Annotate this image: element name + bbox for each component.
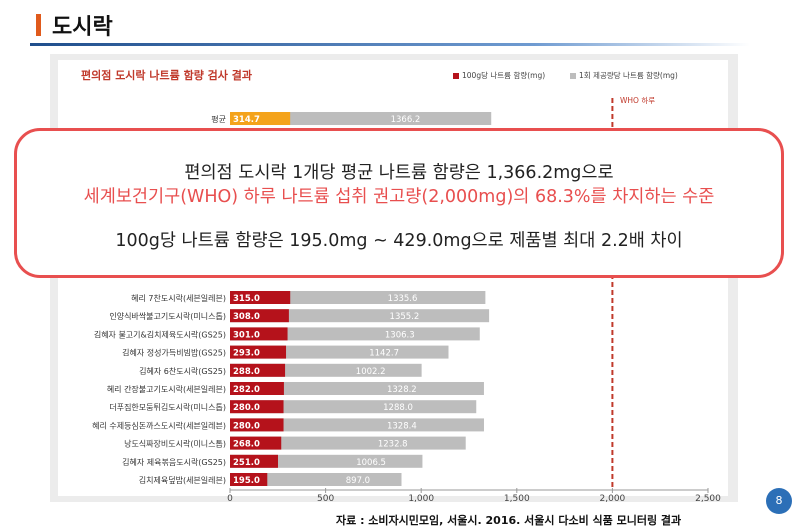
row-1-per-serving-value: 1355.2 (390, 312, 420, 322)
row-3-per100g-value: 293.0 (233, 349, 260, 359)
row-9-per-serving-value: 1006.5 (356, 458, 386, 468)
row-8-per100g-bar (230, 436, 282, 450)
row-8-label: 낭도식짜장비도시락(미니스톱) (124, 439, 226, 449)
row-7-per100g-bar (230, 418, 284, 432)
row-6-per100g-value: 280.0 (233, 403, 260, 413)
row-8-per100g-value: 268.0 (233, 440, 260, 450)
row-9-per100g-value: 251.0 (233, 458, 260, 468)
row-2-label: 김혜자 불고기&김치제육도시락(GS25) (94, 329, 226, 339)
row-10-per100g-bar (230, 473, 268, 486)
x-tick-label-1: 500 (317, 494, 334, 504)
row-4-per-serving-value: 1002.2 (356, 367, 386, 377)
row-0-per-serving-bar (230, 291, 486, 304)
row-2-per-serving-bar (230, 327, 480, 341)
x-tick-label-2: 1,000 (408, 494, 434, 504)
row-2-per100g-bar (230, 327, 288, 341)
x-tick-label-4: 2,000 (600, 494, 626, 504)
callout-line-who: 세계보건기구(WHO) 하루 나트륨 섭취 권고량(2,000mg)의 68.3… (83, 187, 715, 207)
row-2-per-serving-value: 1306.3 (385, 330, 415, 340)
row-6-per-serving-bar (230, 400, 477, 414)
row-0-label: 혜리 7찬도시락(세븐일레븐) (131, 293, 226, 303)
row-7-per100g-value: 280.0 (233, 421, 260, 431)
row-10-per-serving-value: 897.0 (346, 476, 370, 486)
row-10-per100g-value: 195.0 (233, 476, 260, 486)
average-per100g-bar (230, 112, 291, 125)
title-underline (30, 43, 750, 46)
callout-line-range: 100g당 나트륨 함량은 195.0mg ~ 429.0mg으로 제품별 최대… (115, 231, 683, 251)
row-7-label: 혜리 수제등심돈까스도시락(세븐일레븐) (92, 420, 226, 430)
legend-label-per100g: 100g당 나트륨 함량(mg) (462, 71, 546, 80)
row-5-per-serving-bar (230, 382, 484, 395)
callout-line-average: 편의점 도시락 1개당 평균 나트륨 함량은 1,366.2mg으로 (184, 163, 614, 183)
row-0-per100g-value: 315.0 (233, 294, 260, 304)
row-3-per100g-bar (230, 345, 287, 359)
row-3-label: 김혜자 정성가득비빔밥(GS25) (122, 348, 226, 358)
row-4-label: 김혜자 6찬도시락(GS25) (139, 366, 226, 376)
row-5-per100g-value: 282.0 (233, 385, 260, 395)
who-reference-label: WHO 하루 (620, 96, 656, 105)
summary-callout: 편의점 도시락 1개당 평균 나트륨 함량은 1,366.2mg으로 세계보건기… (14, 128, 784, 278)
row-1-label: 인양식바싹불고기도시락(미니스톱) (109, 311, 226, 321)
row-8-per-serving-bar (230, 436, 466, 450)
average-label: 평균 (211, 114, 226, 124)
row-8-per-serving-value: 1232.8 (378, 440, 408, 450)
row-1-per-serving-bar (230, 309, 490, 323)
row-6-per100g-bar (230, 400, 284, 414)
row-9-per100g-bar (230, 454, 278, 468)
row-10-label: 김치제육덮밥(세븐일레븐) (139, 475, 226, 485)
row-0-per-serving-value: 1335.6 (388, 294, 418, 304)
average-per-serving-bar (230, 112, 492, 125)
row-2-per100g-value: 301.0 (233, 330, 260, 340)
row-1-per100g-bar (230, 309, 289, 323)
legend-item-per-serving: 1회 제공량당 나트륨 함량(mg) (570, 70, 678, 81)
slide-header: 도시락 (0, 0, 801, 46)
row-3-per-serving-value: 1142.7 (369, 349, 399, 359)
row-7-per-serving-bar (230, 418, 484, 432)
row-9-label: 김혜자 제육볶음도시락(GS25) (122, 457, 226, 467)
page-number-badge: 8 (766, 488, 792, 514)
row-0-per100g-bar (230, 291, 291, 304)
source-note: 자료 : 소비자시민모임, 서울시. 2016. 서울시 다소비 식품 모니터링… (336, 514, 682, 527)
row-5-per-serving-value: 1328.2 (387, 385, 417, 395)
average-per-serving-value: 1366.2 (391, 115, 421, 125)
row-5-label: 혜리 간장불고기도시락(세븐일레븐) (107, 384, 226, 394)
row-7-per-serving-value: 1328.4 (387, 421, 417, 431)
row-10-per-serving-bar (230, 473, 402, 486)
legend-swatch-gray (570, 73, 576, 79)
slide-title: 도시락 (52, 15, 113, 40)
row-5-per100g-bar (230, 382, 284, 395)
chart-title: 편의점 도시락 나트륨 함량 검사 결과 (81, 69, 252, 82)
row-6-per-serving-value: 1288.0 (383, 403, 413, 413)
x-tick-label-3: 1,500 (504, 494, 530, 504)
x-tick-label-0: 0 (227, 494, 233, 504)
average-per100g-value: 314.7 (233, 115, 260, 125)
row-6-label: 더푸짐한모둠튀김도시락(미니스톱) (109, 402, 226, 412)
x-tick-label-5: 2,500 (695, 494, 721, 504)
row-9-per-serving-bar (230, 454, 423, 468)
legend-label-per-serving: 1회 제공량당 나트륨 함량(mg) (579, 71, 678, 80)
row-4-per100g-value: 288.0 (233, 367, 260, 377)
row-4-per100g-bar (230, 363, 286, 377)
title-accent-bar (36, 14, 41, 36)
row-1-per100g-value: 308.0 (233, 312, 260, 322)
legend-swatch-red (453, 73, 459, 79)
legend-item-per100g: 100g당 나트륨 함량(mg) (453, 70, 545, 81)
